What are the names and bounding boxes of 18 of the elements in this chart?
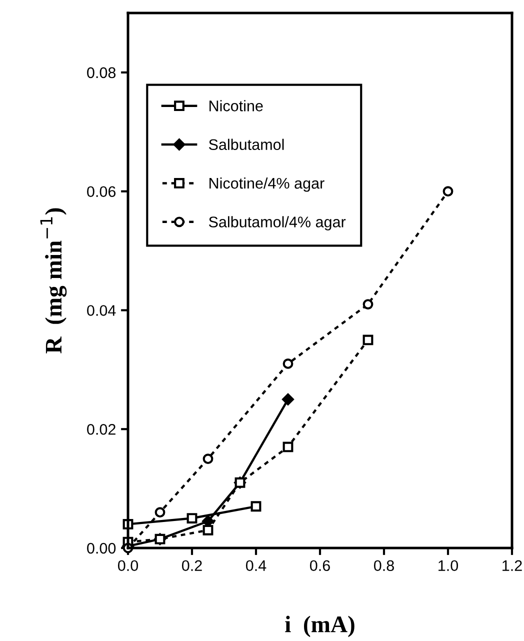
x-tick-label: 0.8 (374, 560, 394, 572)
x-tick-label: 1.2 (502, 560, 522, 571)
y-tick-label: 0.00 (87, 542, 116, 554)
x-tick-label: 0.0 (118, 560, 138, 572)
x-axis-title: i (mA) (285, 616, 354, 638)
y-axis-title: R (mg min$^{−1}$) (40, 208, 67, 354)
x-tick-label: 0.6 (310, 560, 330, 572)
legend-label: Nicotine/4% agar (210, 177, 324, 192)
x-tick-label: 0.4 (246, 560, 266, 572)
x-tick-label: 0.2 (182, 560, 202, 572)
y-tick-label: 0.06 (87, 186, 116, 198)
legend-label: Nicotine (210, 100, 263, 112)
y-tick-label: 0.04 (87, 305, 116, 316)
legend-label: Salbutamol/4% agar (208, 216, 346, 230)
y-tick-label: 0.02 (87, 424, 116, 435)
y-tick-label: 0.08 (87, 67, 116, 78)
legend-label: Salbutamol (208, 138, 284, 150)
x-tick-label: 1.0 (438, 560, 458, 572)
